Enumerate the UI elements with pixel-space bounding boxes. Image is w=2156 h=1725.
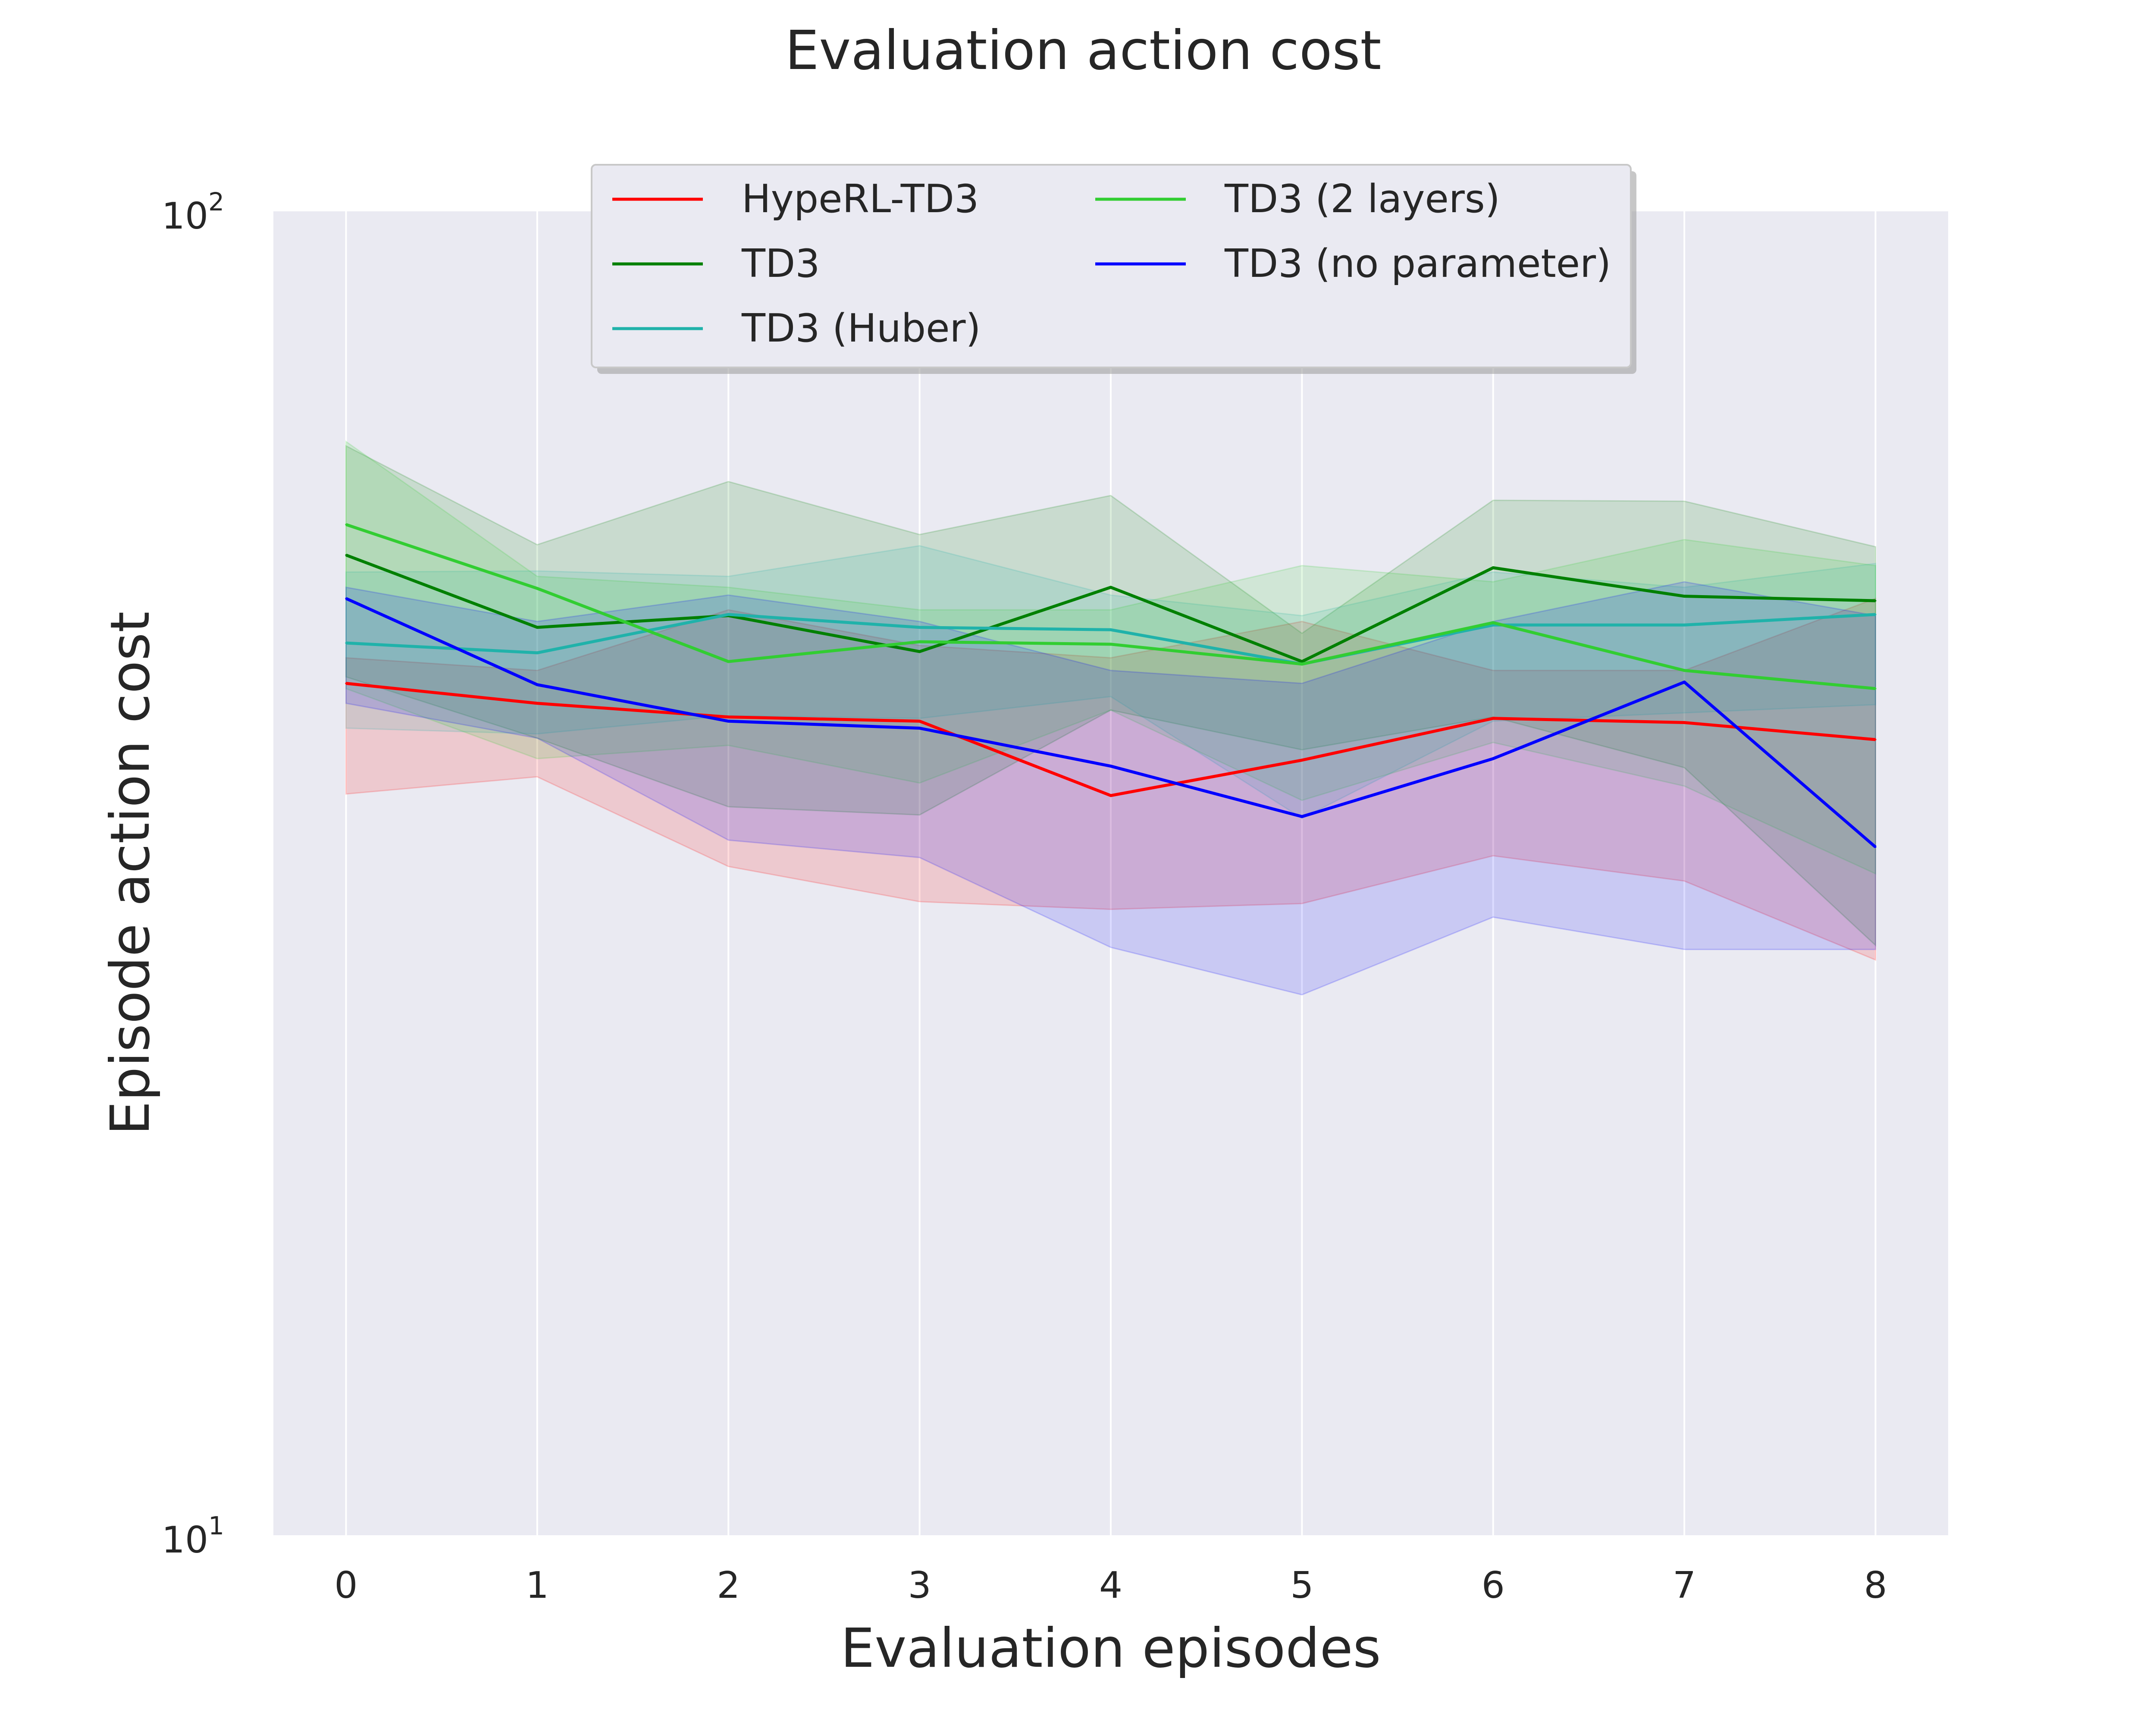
- x-tick-label: 5: [1290, 1564, 1313, 1607]
- point-td3-no-parameter: [1874, 846, 1877, 848]
- point-td3-2-layers: [1874, 687, 1877, 690]
- x-tick-label: 3: [908, 1564, 931, 1607]
- band-td3: [345, 445, 1877, 947]
- y-axis-label: Episode action cost: [99, 612, 162, 1135]
- legend-label-td3-huber: TD3 (Huber): [741, 306, 981, 351]
- point-td3-2-layers: [1683, 669, 1686, 671]
- point-hyperl-td3: [1492, 717, 1494, 719]
- axis-ticks: 0 1 2 3 4 5 6 7 8 102 101: [162, 187, 1887, 1607]
- point-td3-no-parameter: [918, 727, 921, 729]
- point-td3-no-parameter: [1301, 815, 1303, 818]
- point-td3-no-parameter: [1492, 758, 1494, 760]
- point-td3: [345, 554, 347, 556]
- point-hyperl-td3: [1683, 721, 1686, 724]
- point-td3-2-layers: [1301, 663, 1303, 665]
- chart-title: Evaluation action cost: [785, 19, 1381, 82]
- band-td3-no-parameter: [345, 581, 1877, 996]
- point-hyperl-td3: [536, 702, 538, 704]
- x-tick-label: 6: [1482, 1564, 1505, 1607]
- point-td3: [1492, 567, 1494, 569]
- point-td3-no-parameter: [1110, 765, 1112, 767]
- point-td3-no-parameter: [536, 684, 538, 686]
- point-hyperl-td3: [918, 720, 921, 722]
- point-hyperl-td3: [1110, 794, 1112, 797]
- point-td3-huber: [1492, 624, 1494, 626]
- y-tick-label: 102: [162, 187, 224, 238]
- point-td3-no-parameter: [727, 720, 730, 722]
- point-td3: [918, 650, 921, 652]
- point-td3-huber: [1683, 624, 1686, 626]
- gridlines: [345, 211, 1877, 1535]
- legend-box: [591, 164, 1632, 368]
- point-td3: [1874, 599, 1877, 602]
- point-td3-huber: [1874, 613, 1877, 615]
- band-td3-2-layers: [345, 440, 1877, 875]
- point-td3-2-layers: [727, 661, 730, 663]
- point-td3-2-layers: [1492, 621, 1494, 624]
- point-hyperl-td3: [345, 682, 347, 684]
- point-hyperl-td3: [1874, 739, 1877, 741]
- point-td3-2-layers: [345, 524, 347, 526]
- x-tick-label: 7: [1673, 1564, 1696, 1607]
- y-tick-label: 101: [162, 1511, 224, 1562]
- x-tick-label: 1: [526, 1564, 549, 1607]
- point-td3-2-layers: [536, 587, 538, 590]
- point-td3-huber: [727, 613, 730, 615]
- point-hyperl-td3: [1301, 759, 1303, 761]
- point-td3-huber: [918, 626, 921, 628]
- legend-label-hyperl-td3: HypeRL-TD3: [742, 176, 979, 222]
- point-td3-no-parameter: [1683, 681, 1686, 683]
- band-hyperl-td3: [345, 597, 1877, 961]
- legend-label-td3-no-parameter: TD3 (no parameter): [1224, 241, 1611, 286]
- legend-label-td3: TD3: [741, 241, 820, 286]
- series-lines: [345, 523, 1877, 848]
- point-td3: [1301, 661, 1303, 663]
- point-td3-huber: [1110, 629, 1112, 631]
- x-tick-label: 2: [717, 1564, 740, 1607]
- x-tick-label: 8: [1864, 1564, 1887, 1607]
- point-td3-2-layers: [918, 641, 921, 643]
- point-td3-huber: [345, 642, 347, 644]
- legend: HypeRL-TD3 TD3 TD3 (Huber) TD3 (2 layers) TD…: [591, 164, 1636, 374]
- x-tick-label: 4: [1099, 1564, 1122, 1607]
- point-td3: [536, 626, 538, 628]
- x-tick-label: 0: [334, 1564, 357, 1607]
- point-td3: [1683, 595, 1686, 597]
- legend-label-td3-2-layers: TD3 (2 layers): [1224, 176, 1500, 222]
- point-hyperl-td3: [727, 716, 730, 718]
- x-axis-label: Evaluation episodes: [840, 1617, 1381, 1680]
- point-td3: [1110, 586, 1112, 588]
- point-td3-2-layers: [1110, 643, 1112, 645]
- point-td3-no-parameter: [345, 597, 347, 599]
- point-td3-huber: [536, 652, 538, 654]
